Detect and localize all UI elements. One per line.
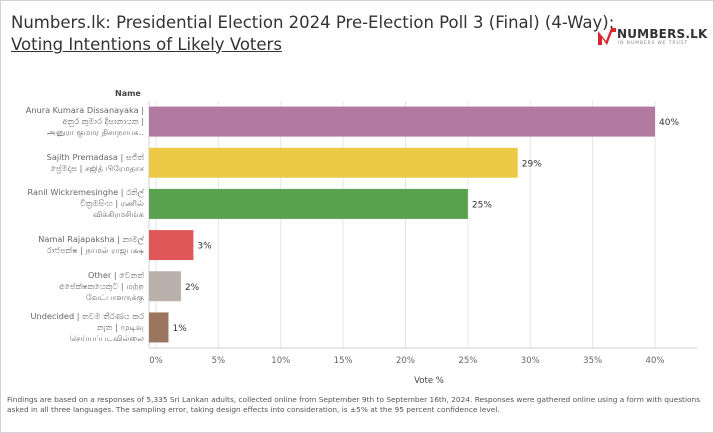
- bar: [149, 188, 468, 219]
- bar: [149, 312, 169, 343]
- x-axis-title: Vote %: [414, 376, 444, 386]
- category-label-line: செய்யப்படவில்லை: [69, 332, 144, 343]
- category-label-line: Namal Rajapaksha | නාමල්: [38, 234, 144, 245]
- category-label: Ranil Wickremesinghe | රනිල් වික්‍රමසිංහ …: [5, 187, 145, 220]
- x-tick-label: 20%: [396, 356, 415, 366]
- x-tick-label: 5%: [212, 356, 226, 366]
- bar: [149, 106, 655, 137]
- category-label-line: Undecided | තවම තීරණය කර: [30, 310, 144, 321]
- category-axis-header: Name: [115, 89, 141, 98]
- category-label-line: අපේක්ෂකයෙකුට | மற்ற: [59, 280, 144, 291]
- x-tick-label: 15%: [334, 356, 353, 366]
- category-label-line: Ranil Wickremesinghe | රනිල්: [27, 187, 145, 198]
- x-tick-label: 30%: [521, 356, 540, 366]
- x-tick-label: 40%: [646, 356, 665, 366]
- bar-value-label: 2%: [185, 283, 200, 293]
- category-label: Undecided | තවම තීරණය කර නැත | முடிவு செய்…: [5, 311, 144, 344]
- category-label: Sajith Premadasa | සජිත් ප්‍රේමදාස | சஜித…: [5, 152, 144, 174]
- category-label: Other | වෙනත් අපේක්ෂකයෙකුට | மற்ற வேட்பாளர…: [5, 270, 144, 303]
- category-label-line: Sajith Premadasa | සජිත්: [46, 151, 144, 162]
- x-tick-label: 25%: [458, 356, 477, 366]
- bar: [149, 230, 194, 261]
- bar: [149, 147, 518, 178]
- logo-n-icon: [598, 28, 616, 45]
- title-line-1: Numbers.lk: Presidential Election 2024 P…: [11, 13, 615, 32]
- category-label-line: රාජපක්ෂ | நாமல் ராஜபக்ஷ: [46, 245, 144, 256]
- bar-value-label: 1%: [172, 324, 187, 334]
- category-label-line: விக்கிரமசிங்க: [93, 209, 144, 220]
- x-tick-label: 10%: [271, 356, 290, 366]
- bar: [149, 271, 181, 302]
- category-label-line: Other | වෙනත්: [88, 269, 144, 280]
- numbers-lk-logo: NUMBERS.LK IN NUMBERS WE TRUST: [597, 25, 708, 51]
- bar-value-label: 25%: [472, 200, 492, 210]
- title-line-2: Voting Intentions of Likely Voters: [11, 35, 282, 54]
- bar-value-label: 29%: [522, 159, 542, 169]
- logo-wordmark: NUMBERS.LK: [617, 27, 708, 41]
- category-label: Anura Kumara Dissanayaka | අනුර කුමාර දිස…: [5, 105, 144, 138]
- bar-value-label: 3%: [197, 242, 212, 252]
- bar-value-label: 40%: [659, 118, 679, 128]
- footnote: Findings are based on a responses of 5,3…: [7, 395, 701, 414]
- category-label-line: Anura Kumara Dissanayaka |: [25, 105, 144, 116]
- category-label-line: වික්‍රමසිංහ | ரணில்: [80, 198, 144, 209]
- chart-title: Numbers.lk: Presidential Election 2024 P…: [11, 12, 615, 56]
- category-label-line: அனுரா குமார திசாநாயக..: [46, 127, 144, 138]
- category-label-line: අනුර කුමාර දිසානායක |: [62, 116, 144, 127]
- bar-chart: 0% 5% 10% 15% 20% 25% 30% 35% 40% Vote % 40% 29% 25%…: [148, 101, 697, 386]
- logo-tagline: IN NUMBERS WE TRUST: [618, 41, 688, 46]
- category-label-line: வேட்பாளருக்கு: [86, 291, 144, 302]
- category-label-line: ප්‍රේමදාස | சஜித் பிரேமதாச: [50, 162, 144, 173]
- category-label-line: නැත | முடிவு: [97, 321, 144, 332]
- x-tick-label: 0%: [149, 356, 163, 366]
- x-tick-label: 35%: [583, 356, 602, 366]
- category-label: Namal Rajapaksha | නාමල් රාජපක්ෂ | நாமல் …: [5, 234, 144, 256]
